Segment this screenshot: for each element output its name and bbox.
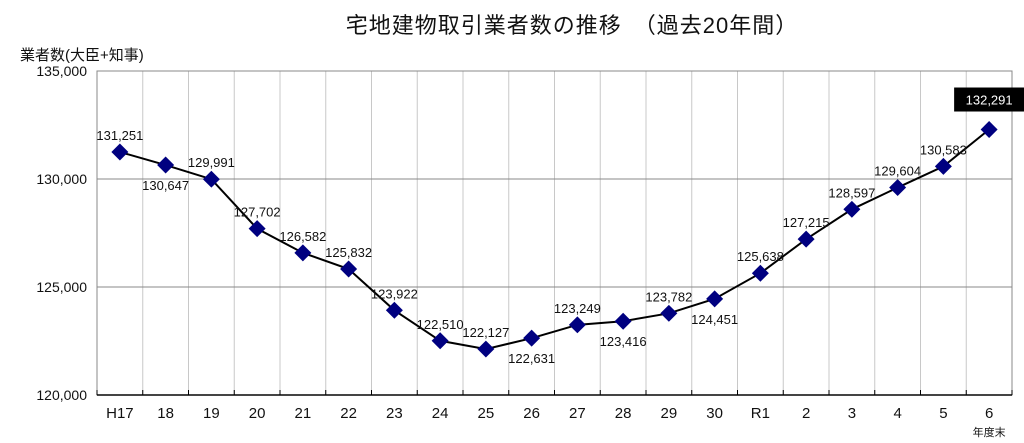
x-tick-label: 3 <box>848 405 856 422</box>
data-label: 123,249 <box>554 301 601 316</box>
data-label: 127,215 <box>783 215 830 230</box>
x-tick-label: R1 <box>751 405 770 422</box>
data-label: 129,991 <box>188 155 235 170</box>
data-point <box>843 200 861 218</box>
data-label: 126,582 <box>279 229 326 244</box>
chart-title: 宅地建物取引業者数の推移 （過去20年間） <box>345 13 799 38</box>
data-label: 127,702 <box>234 205 281 220</box>
data-label: 130,583 <box>920 142 967 157</box>
data-label: 124,451 <box>691 312 738 327</box>
data-point <box>660 304 678 322</box>
x-tick-label: 4 <box>893 405 901 422</box>
data-point <box>797 230 815 248</box>
data-point <box>111 143 129 161</box>
data-label: 132,291 <box>966 93 1013 108</box>
data-point <box>614 312 632 330</box>
data-label: 125,832 <box>325 245 372 260</box>
data-point <box>706 290 724 308</box>
x-tick-label: 25 <box>478 405 495 422</box>
y-tick-label: 125,000 <box>36 279 87 295</box>
data-label: 129,604 <box>874 164 921 179</box>
data-point <box>477 340 495 358</box>
data-label: 122,510 <box>417 317 464 332</box>
data-point <box>340 260 358 278</box>
data-point <box>294 244 312 262</box>
x-tick-label: 26 <box>523 405 540 422</box>
x-tick-label: 27 <box>569 405 586 422</box>
data-point <box>431 332 449 350</box>
series-line <box>119 128 990 351</box>
data-point <box>934 157 952 175</box>
x-tick-label: 2 <box>802 405 810 422</box>
data-label: 123,416 <box>600 334 647 349</box>
data-point <box>751 264 769 282</box>
data-label: 122,127 <box>462 325 509 340</box>
data-label: 125,638 <box>737 249 784 264</box>
data-point <box>202 170 220 188</box>
data-point <box>568 316 586 334</box>
x-tick-label: 23 <box>386 405 403 422</box>
x-axis-suffix: 年度末 <box>973 425 1006 439</box>
x-tick-label: 30 <box>706 405 723 422</box>
data-label: 123,782 <box>645 289 692 304</box>
y-tick-label: 130,000 <box>36 171 87 187</box>
x-tick-label: 21 <box>295 405 312 422</box>
data-label: 128,597 <box>828 185 875 200</box>
data-point <box>889 179 907 197</box>
data-label: 122,631 <box>508 351 555 366</box>
x-tick-label: 18 <box>157 405 174 422</box>
x-tick-label: 29 <box>661 405 678 422</box>
highlight-label-box <box>954 87 1024 112</box>
data-point <box>248 220 266 238</box>
data-point <box>523 329 541 347</box>
data-label: 123,922 <box>371 286 418 301</box>
data-label: 131,251 <box>96 128 143 143</box>
x-tick-label: 19 <box>203 405 220 422</box>
data-point <box>385 301 403 319</box>
x-tick-label: H17 <box>106 405 134 422</box>
x-tick-label: 24 <box>432 405 449 422</box>
y-tick-label: 120,000 <box>36 387 87 403</box>
y-tick-label: 135,000 <box>36 63 87 79</box>
x-tick-label: 6 <box>985 405 993 422</box>
y-axis-label: 業者数(大臣+知事) <box>20 47 144 64</box>
x-tick-label: 22 <box>340 405 357 422</box>
x-tick-label: 20 <box>249 405 266 422</box>
x-tick-label: 5 <box>939 405 947 422</box>
data-point <box>157 156 175 174</box>
x-tick-label: 28 <box>615 405 632 422</box>
data-label: 130,647 <box>142 178 189 193</box>
